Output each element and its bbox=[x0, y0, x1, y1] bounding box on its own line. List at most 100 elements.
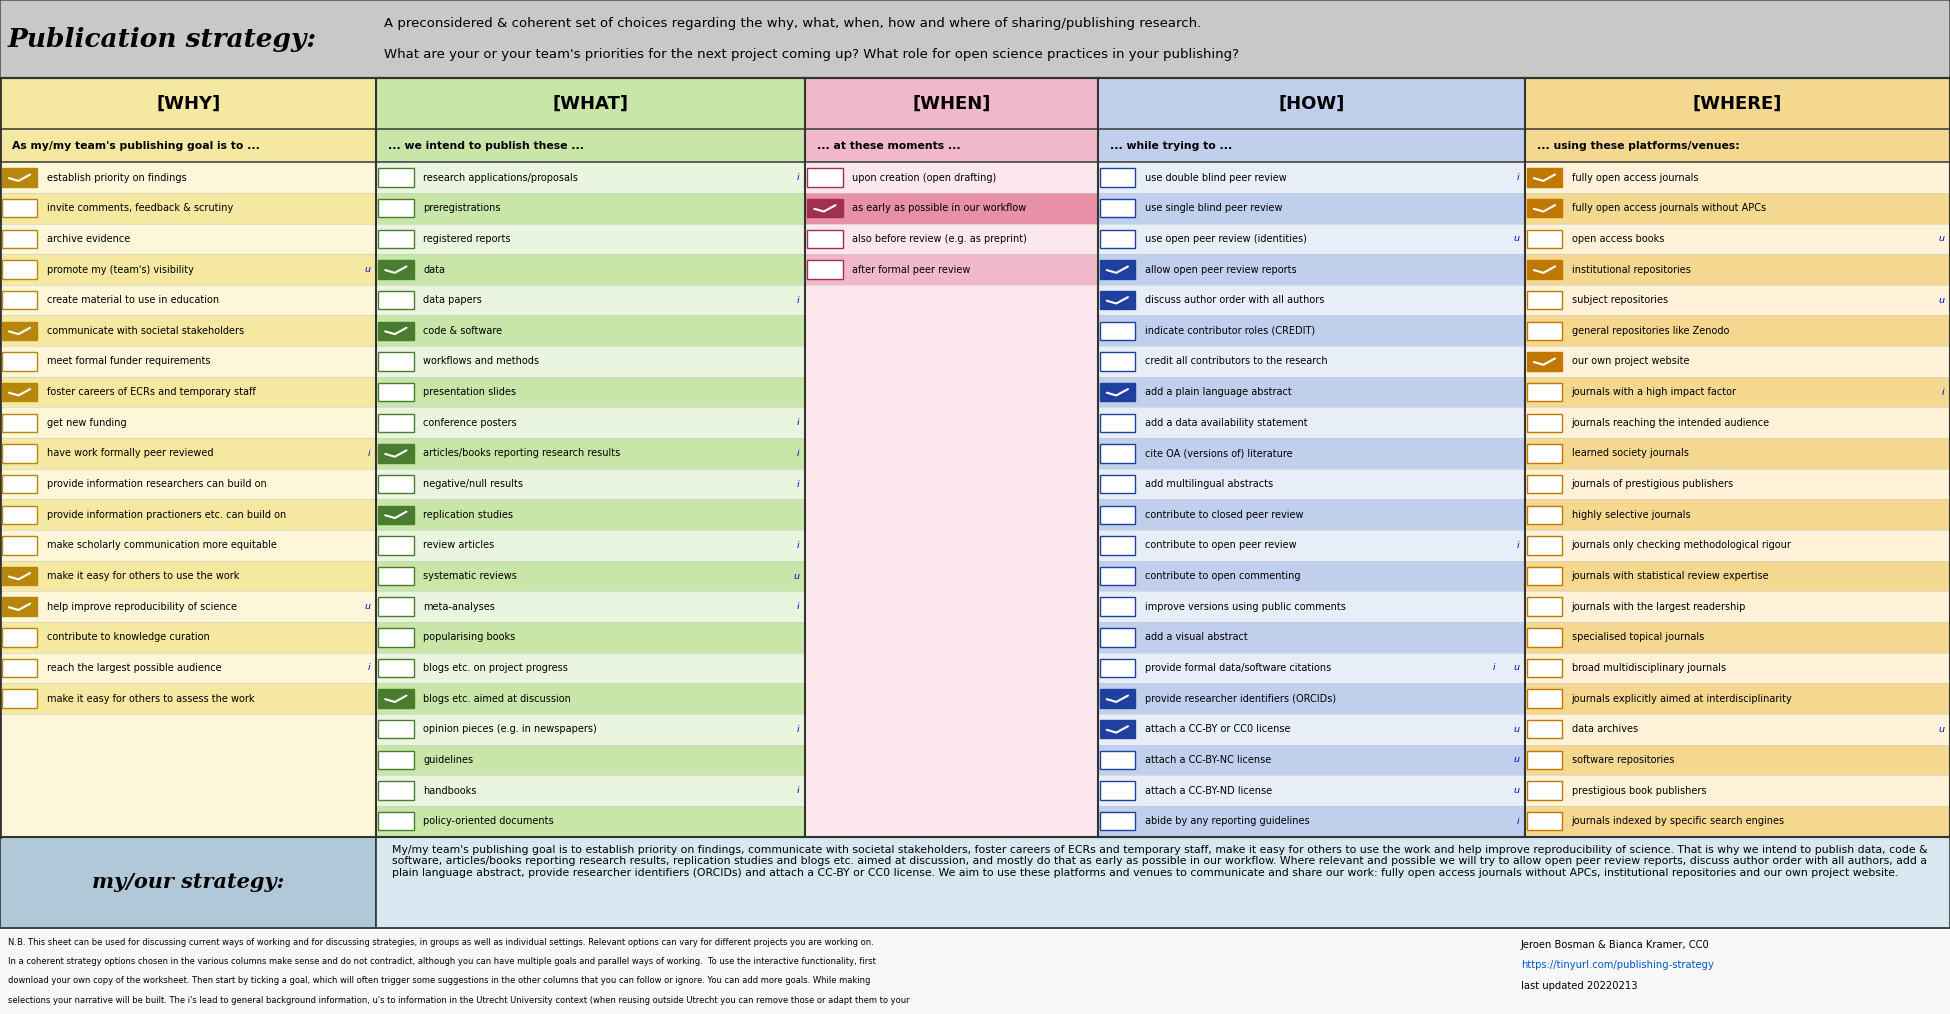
Bar bbox=[1527, 229, 1562, 248]
Text: promote my (team's) visibility: promote my (team's) visibility bbox=[47, 265, 193, 275]
Bar bbox=[0, 468, 376, 500]
Bar bbox=[805, 162, 1098, 193]
Bar bbox=[2, 628, 37, 647]
Bar bbox=[0, 255, 376, 285]
Text: policy-oriented documents: policy-oriented documents bbox=[423, 816, 554, 826]
Bar bbox=[376, 315, 805, 346]
Bar bbox=[378, 628, 413, 647]
Bar bbox=[376, 714, 805, 744]
Bar bbox=[1100, 352, 1135, 371]
Text: journals with the largest readership: journals with the largest readership bbox=[1572, 601, 1745, 611]
Text: popularising books: popularising books bbox=[423, 633, 515, 642]
Text: [WHY]: [WHY] bbox=[156, 94, 220, 113]
Bar bbox=[0, 591, 376, 622]
Text: data: data bbox=[423, 265, 445, 275]
Bar bbox=[376, 255, 805, 285]
Bar bbox=[2, 383, 37, 402]
Bar bbox=[376, 776, 805, 806]
Bar bbox=[1527, 812, 1562, 830]
Text: conference posters: conference posters bbox=[423, 418, 517, 428]
Text: meta-analyses: meta-analyses bbox=[423, 601, 495, 611]
Bar bbox=[1525, 315, 1950, 346]
Bar bbox=[1525, 468, 1950, 500]
Text: registered reports: registered reports bbox=[423, 234, 511, 243]
Text: institutional repositories: institutional repositories bbox=[1572, 265, 1691, 275]
Bar bbox=[376, 438, 805, 468]
Bar bbox=[807, 199, 842, 217]
Bar bbox=[378, 782, 413, 800]
Bar bbox=[378, 750, 413, 770]
Text: u: u bbox=[1938, 296, 1944, 304]
Bar bbox=[378, 352, 413, 371]
Text: Jeroen Bosman & Bianca Kramer, CC0: Jeroen Bosman & Bianca Kramer, CC0 bbox=[1521, 940, 1710, 950]
Text: ... we intend to publish these ...: ... we intend to publish these ... bbox=[388, 141, 585, 150]
Bar bbox=[378, 720, 413, 738]
Text: What are your or your team's priorities for the next project coming up? What rol: What are your or your team's priorities … bbox=[384, 48, 1238, 61]
Text: i: i bbox=[798, 725, 800, 734]
Text: contribute to open commenting: contribute to open commenting bbox=[1145, 571, 1301, 581]
Text: subject repositories: subject repositories bbox=[1572, 295, 1667, 305]
Bar bbox=[1527, 291, 1562, 309]
Bar bbox=[1525, 346, 1950, 377]
Bar bbox=[2, 199, 37, 217]
Bar bbox=[1100, 597, 1135, 615]
Bar bbox=[1100, 321, 1135, 340]
Bar bbox=[378, 321, 413, 340]
Bar bbox=[376, 653, 805, 683]
Text: abide by any reporting guidelines: abide by any reporting guidelines bbox=[1145, 816, 1308, 826]
Bar bbox=[2, 506, 37, 524]
Bar bbox=[1100, 750, 1135, 770]
Bar bbox=[1098, 315, 1525, 346]
Text: ... using these platforms/venues:: ... using these platforms/venues: bbox=[1537, 141, 1739, 150]
Text: u: u bbox=[1938, 725, 1944, 734]
Bar bbox=[2, 414, 37, 432]
Bar bbox=[1525, 530, 1950, 561]
Bar bbox=[0, 837, 376, 928]
Text: As my/my team's publishing goal is to ...: As my/my team's publishing goal is to ..… bbox=[12, 141, 259, 150]
Bar bbox=[2, 597, 37, 615]
Bar bbox=[1525, 622, 1950, 653]
Bar bbox=[1100, 291, 1135, 309]
Bar bbox=[807, 168, 842, 187]
Bar bbox=[376, 468, 805, 500]
Text: help improve reproducibility of science: help improve reproducibility of science bbox=[47, 601, 236, 611]
Text: have work formally peer reviewed: have work formally peer reviewed bbox=[47, 448, 213, 458]
Bar bbox=[1098, 377, 1525, 408]
Bar bbox=[376, 377, 805, 408]
Text: research applications/proposals: research applications/proposals bbox=[423, 172, 577, 183]
Bar bbox=[805, 162, 1098, 837]
Bar bbox=[378, 414, 413, 432]
Text: make it easy for others to use the work: make it easy for others to use the work bbox=[47, 571, 240, 581]
Bar bbox=[2, 168, 37, 187]
Bar bbox=[1527, 628, 1562, 647]
Text: learned society journals: learned society journals bbox=[1572, 448, 1689, 458]
Text: after formal peer review: after formal peer review bbox=[852, 265, 971, 275]
Bar bbox=[1098, 530, 1525, 561]
Bar bbox=[0, 285, 376, 315]
Bar bbox=[0, 315, 376, 346]
Bar bbox=[2, 229, 37, 248]
Bar bbox=[376, 683, 805, 714]
Text: indicate contributor roles (CREDIT): indicate contributor roles (CREDIT) bbox=[1145, 325, 1314, 336]
Bar bbox=[1098, 129, 1525, 162]
Bar bbox=[1098, 714, 1525, 744]
Text: [WHAT]: [WHAT] bbox=[554, 94, 628, 113]
Bar bbox=[1525, 255, 1950, 285]
Bar bbox=[1525, 193, 1950, 223]
Text: u: u bbox=[365, 602, 370, 611]
Bar bbox=[805, 129, 1098, 162]
Bar bbox=[376, 129, 805, 162]
Bar bbox=[1098, 223, 1525, 255]
Text: journals only checking methodological rigour: journals only checking methodological ri… bbox=[1572, 540, 1792, 551]
Text: reach the largest possible audience: reach the largest possible audience bbox=[47, 663, 222, 673]
Bar bbox=[1098, 285, 1525, 315]
Bar bbox=[1100, 475, 1135, 493]
Bar bbox=[1098, 438, 1525, 468]
Bar bbox=[1525, 129, 1950, 162]
Text: specialised topical journals: specialised topical journals bbox=[1572, 633, 1704, 642]
Text: u: u bbox=[365, 265, 370, 274]
Bar bbox=[378, 199, 413, 217]
Bar bbox=[1098, 193, 1525, 223]
Bar bbox=[1100, 782, 1135, 800]
Bar bbox=[1527, 168, 1562, 187]
